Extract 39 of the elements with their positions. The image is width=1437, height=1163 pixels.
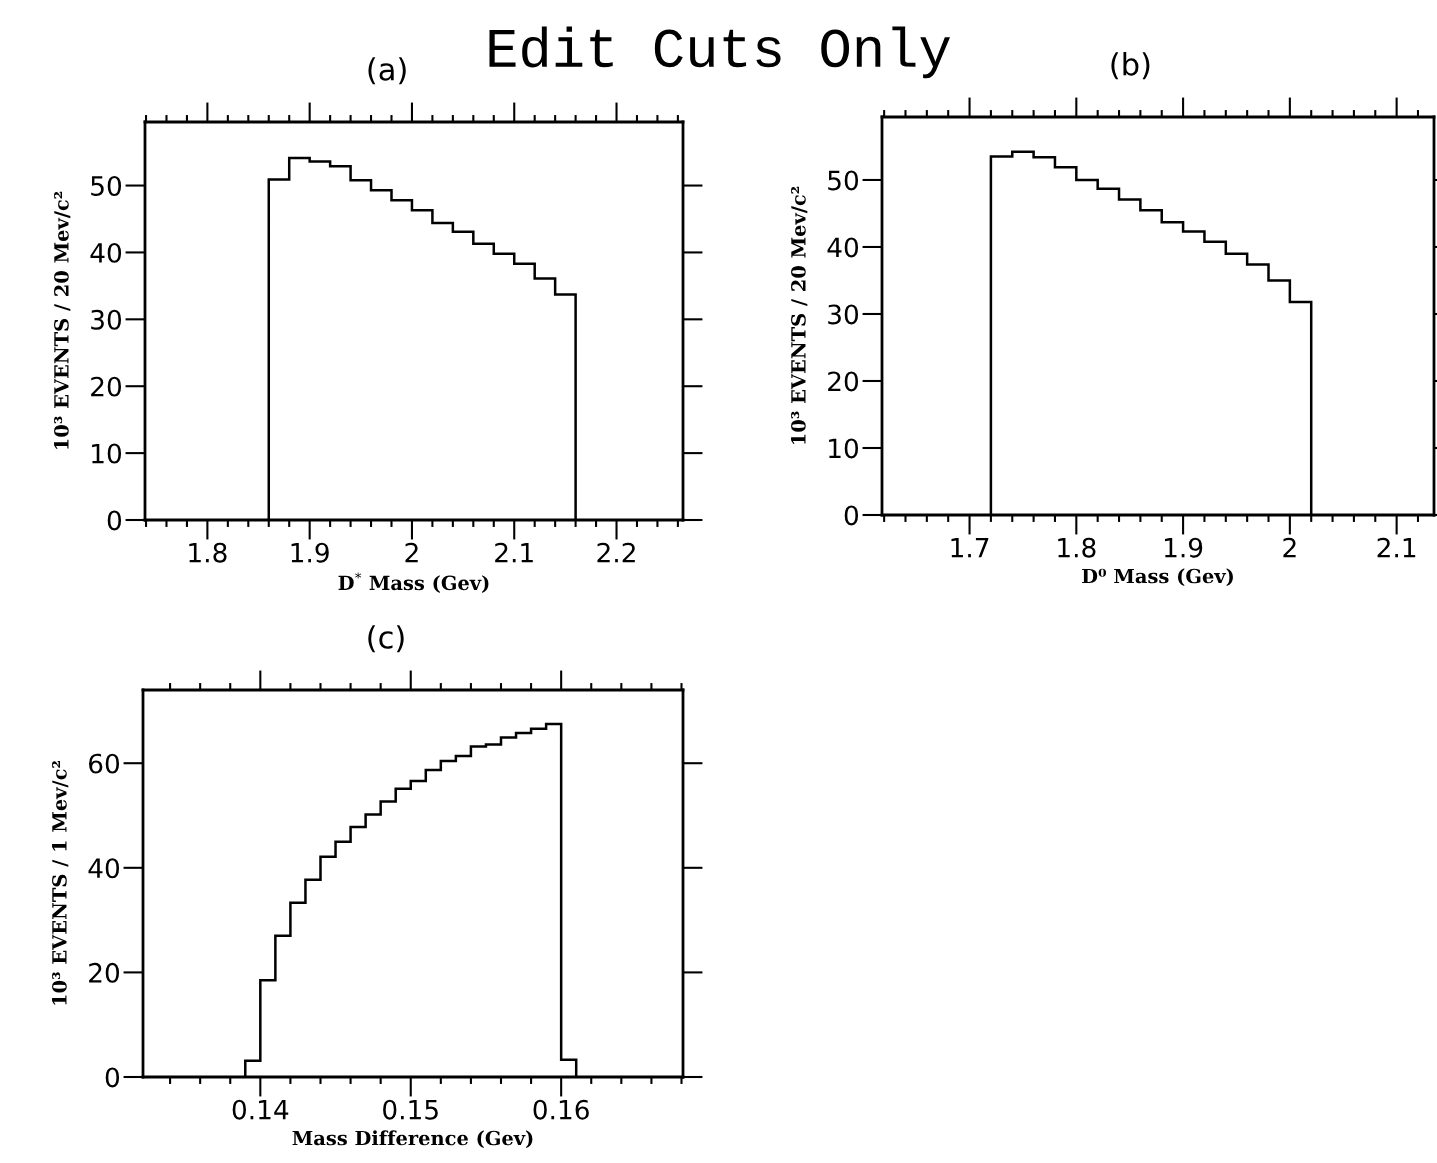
y-tick-label: 30 — [828, 304, 859, 325]
y-tick-label: 20 — [91, 376, 122, 397]
y-axis-title: 10³ EVENTS / 1 Mev/c² — [52, 761, 69, 1005]
x-tick-label: 1.8 — [1058, 537, 1096, 558]
x-axis-title: D$^{*}$ Mass (Gev) — [338, 572, 489, 593]
x-tick-label: 1.7 — [951, 538, 989, 558]
y-tick-label: 60 — [89, 753, 120, 774]
y-axis-title: 10³ EVENTS / 20 Mev/c² — [54, 191, 71, 449]
x-tick-label: 1.9 — [1165, 537, 1203, 558]
y-tick-label: 0 — [844, 505, 859, 526]
x-tick-label: 1.8 — [189, 542, 227, 563]
chart-title: (c) — [368, 625, 404, 653]
y-tick-label: 20 — [828, 371, 859, 392]
y-axis-title: 10³ EVENTS / 20 Mev/c² — [791, 186, 808, 444]
y-tick-label: 10 — [829, 438, 859, 459]
chart-title: (a) — [368, 57, 406, 85]
y-tick-label: 40 — [827, 237, 859, 258]
x-tick-label: 2 — [405, 542, 418, 563]
x-tick-label: 0.16 — [533, 1099, 589, 1120]
y-tick-label: 50 — [828, 170, 859, 191]
y-tick-label: 30 — [91, 309, 122, 330]
x-tick-label: 0.15 — [383, 1099, 438, 1120]
y-tick-label: 10 — [92, 443, 122, 464]
x-axis-title: Mass Difference (Gev) — [292, 1130, 533, 1149]
y-tick-label: 40 — [90, 242, 122, 263]
y-tick-label: 50 — [91, 175, 122, 196]
x-tick-label: 2 — [1283, 537, 1296, 558]
y-tick-label: 0 — [105, 1067, 120, 1088]
x-axis-title: D⁰ Mass (Gev) — [1082, 568, 1233, 587]
x-tick-label: 2.2 — [597, 542, 635, 563]
y-tick-label: 20 — [89, 962, 120, 983]
x-tick-label: 0.14 — [232, 1099, 289, 1120]
text: Edit Cuts Only — [489, 26, 950, 79]
y-tick-label: 0 — [107, 510, 122, 531]
x-tick-label: 2.1 — [495, 542, 533, 563]
x-tick-label: 2.1 — [1377, 537, 1416, 558]
chart-title: (b) — [1111, 52, 1150, 80]
x-tick-label: 1.9 — [291, 542, 329, 563]
y-tick-label: 40 — [88, 858, 120, 879]
